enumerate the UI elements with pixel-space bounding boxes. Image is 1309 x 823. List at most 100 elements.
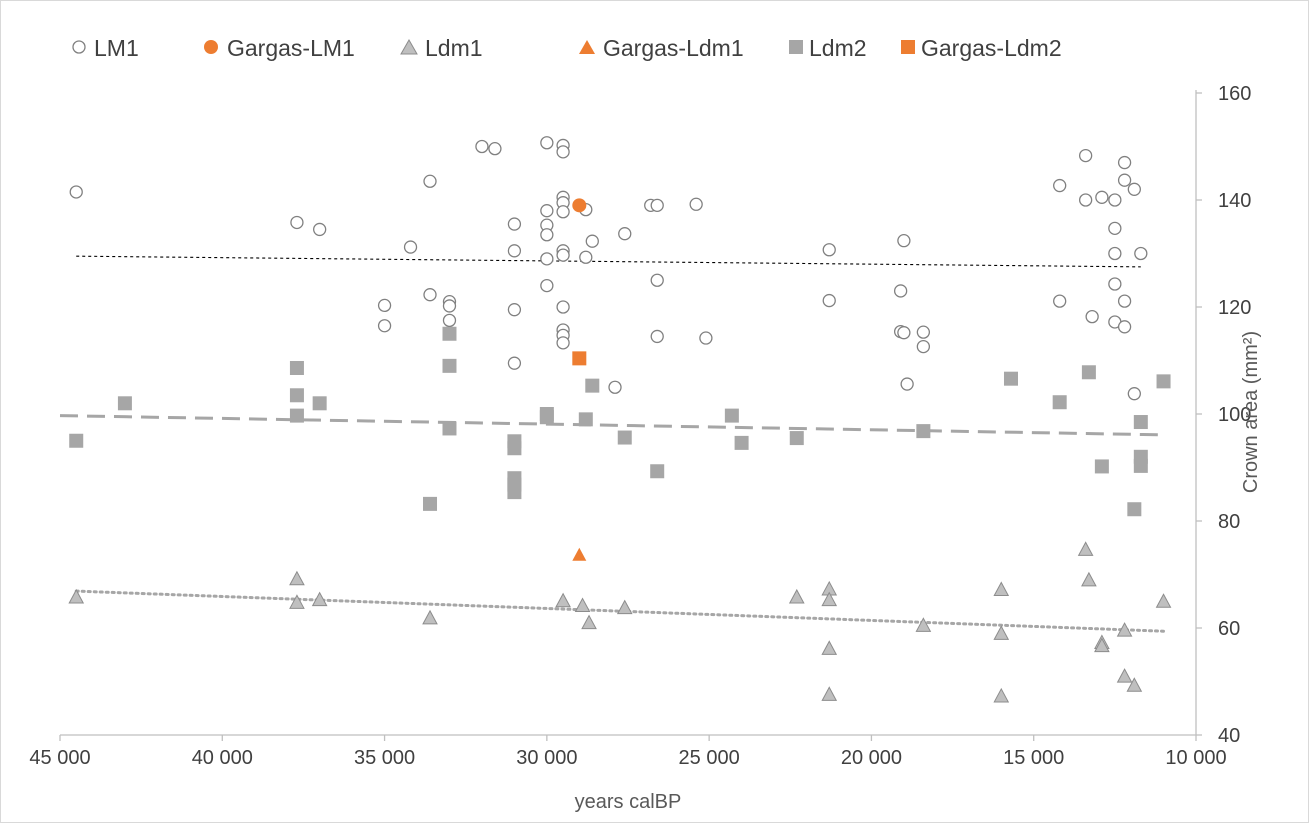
point-lm1 [1108, 277, 1122, 291]
x-axis-title: years calBP [575, 791, 682, 813]
point-lm1 [556, 300, 570, 314]
point-ldm1 [915, 617, 932, 632]
point-ldm2 [578, 412, 593, 427]
point-lm1 [897, 234, 911, 248]
point-ldm2 [1003, 371, 1018, 386]
point-ldm2 [423, 496, 438, 511]
point-lm1 [1134, 246, 1148, 261]
point-lm1 [507, 244, 522, 258]
legend-item-ldm1: Ldm1 [400, 35, 483, 61]
point-ldm2 [734, 435, 749, 450]
point-lm1 [69, 185, 83, 199]
legend-label: Gargas-Ldm1 [603, 35, 744, 61]
trendline-ldm1 [74, 589, 1166, 633]
point-lm1 [290, 215, 304, 230]
legend-item-ldm2: Ldm2 [789, 35, 867, 61]
point-lm1 [540, 204, 554, 218]
point-ldm1 [993, 581, 1010, 596]
point-ldm2 [289, 360, 304, 375]
point-ldm1 [289, 570, 305, 586]
point-lm1 [1108, 221, 1122, 236]
point-lm1 [1078, 148, 1093, 163]
point-ldm1 [616, 599, 633, 615]
y-tick-label: 80 [1218, 511, 1240, 533]
point-ldm1 [1094, 637, 1110, 653]
point-gargas-ldm2 [572, 351, 587, 366]
point-ldm1 [68, 588, 85, 604]
legend-item-gargas-lm1: Gargas-LM1 [204, 35, 355, 61]
legend-label: Gargas-Ldm2 [921, 35, 1062, 61]
legend-marker-triangle [579, 40, 595, 54]
x-tick-label: 25 000 [679, 747, 740, 769]
x-axis-ticks: 45 000 40 000 35 000 30 000 25 000 20 000 15 0… [29, 735, 1227, 769]
y-tick-label: 100 [1218, 404, 1251, 426]
point-ldm2 [312, 396, 327, 411]
point-lm1 [1095, 190, 1109, 204]
point-ldm2 [724, 408, 739, 423]
point-gargas-lm1 [572, 198, 587, 213]
point-lm1 [608, 380, 622, 394]
point-lm1 [313, 222, 327, 237]
x-tick-label: 10 000 [1165, 747, 1226, 769]
point-ldm1 [422, 609, 438, 625]
point-ldm1 [1116, 668, 1133, 683]
point-ldm1 [574, 597, 591, 613]
x-tick-label: 40 000 [192, 747, 253, 769]
y-tick-label: 140 [1218, 190, 1251, 212]
point-lm1 [1108, 193, 1122, 207]
point-ldm2 [442, 326, 457, 341]
trendline-ldm2 [59, 414, 1164, 437]
point-ldm1 [821, 591, 838, 607]
data-points [68, 136, 1172, 703]
point-lm1 [893, 284, 908, 298]
trendline-lm1 [76, 255, 1141, 268]
point-lm1 [475, 139, 489, 154]
point-ldm1 [788, 588, 805, 604]
point-ldm2 [289, 408, 304, 423]
point-ldm1 [1081, 571, 1097, 587]
point-lm1 [650, 273, 664, 287]
point-ldm2 [1127, 502, 1142, 517]
point-lm1 [556, 336, 570, 350]
point-lm1 [585, 234, 599, 248]
point-lm1 [1117, 294, 1132, 308]
x-tick-label: 15 000 [1003, 747, 1064, 769]
point-lm1 [897, 326, 911, 340]
point-lm1 [507, 303, 522, 317]
point-lm1 [1117, 173, 1132, 187]
point-lm1 [1053, 294, 1067, 308]
point-ldm2 [117, 396, 132, 411]
legend-marker-open-circle [72, 40, 86, 54]
point-ldm2 [507, 441, 522, 456]
point-ldm1 [581, 614, 597, 630]
point-lm1 [1117, 155, 1132, 170]
y-tick-label: 60 [1218, 618, 1240, 640]
legend-item-gargas-ldm2: Gargas-Ldm2 [901, 35, 1062, 61]
point-lm1 [916, 325, 931, 339]
point-gargas-ldm1 [572, 547, 587, 561]
y-tick-label: 120 [1218, 297, 1251, 319]
point-lm1 [618, 227, 632, 241]
point-lm1 [540, 136, 554, 150]
point-ldm2 [1133, 458, 1148, 473]
point-lm1 [1127, 182, 1141, 196]
point-ldm2 [539, 410, 554, 425]
point-lm1 [556, 205, 570, 219]
legend-label: Ldm2 [809, 35, 867, 61]
point-lm1 [377, 319, 392, 333]
point-ldm2 [1081, 365, 1096, 380]
point-lm1 [900, 377, 914, 391]
point-lm1 [377, 298, 392, 313]
point-lm1 [556, 145, 570, 159]
legend-marker-square [901, 40, 915, 54]
point-lm1 [822, 243, 836, 257]
point-ldm2 [507, 485, 522, 500]
point-lm1 [1053, 178, 1067, 193]
legend-marker-filled-circle [204, 40, 218, 54]
point-lm1 [423, 174, 437, 188]
legend-label: LM1 [94, 35, 139, 61]
point-ldm1 [555, 592, 571, 608]
legend-item-lm1: LM1 [72, 35, 139, 61]
point-lm1 [442, 299, 457, 313]
